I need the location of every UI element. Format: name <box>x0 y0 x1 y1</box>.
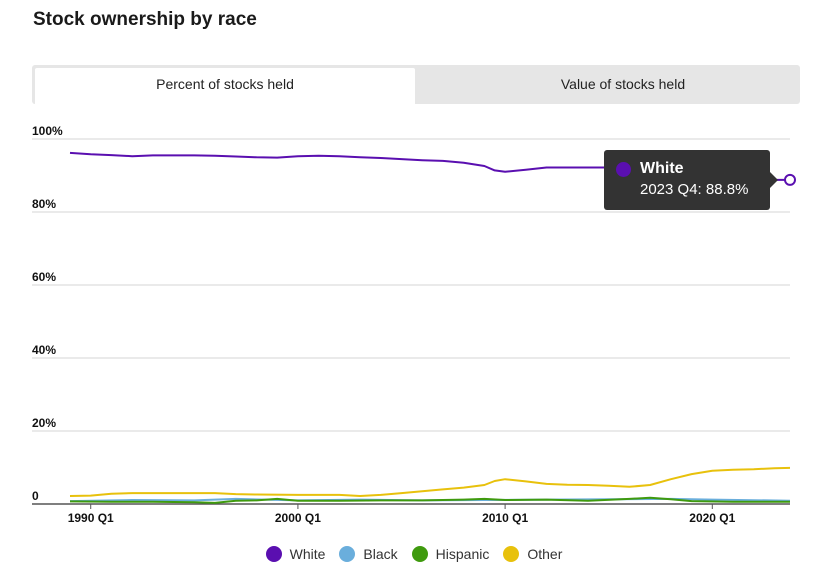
tab-percent-of-stocks-held[interactable]: Percent of stocks held <box>35 68 415 104</box>
y-tick-label-80: 80% <box>32 197 56 211</box>
legend-label-other: Other <box>527 546 563 562</box>
legend-label-white: White <box>289 546 326 562</box>
legend-label-hispanic: Hispanic <box>435 546 490 562</box>
tooltip-series-name: White <box>640 160 684 177</box>
chart-tooltip: White 2023 Q4: 88.8% <box>604 150 778 210</box>
y-tick-label-0: 0 <box>32 489 39 503</box>
tab-value-of-stocks-held[interactable]: Value of stocks held <box>560 76 686 92</box>
x-tick-label-2010: 2010 Q1 <box>482 511 528 525</box>
legend-item-other[interactable]: Other <box>503 546 562 562</box>
x-tick-label-2000: 2000 Q1 <box>275 511 321 525</box>
y-tick-label-100: 100% <box>32 124 63 138</box>
legend-label-black: Black <box>363 546 398 562</box>
chart-title: Stock ownership by race <box>33 9 257 30</box>
x-tick-label-2020: 2020 Q1 <box>689 511 735 525</box>
tooltip-value: 2023 Q4: 88.8% <box>640 181 749 198</box>
y-tick-label-40: 40% <box>32 343 56 357</box>
highlight-point-white <box>784 173 796 186</box>
legend-dot-hispanic <box>411 546 428 562</box>
chart-legend: White Black Hispanic Other <box>0 546 828 562</box>
legend-dot-black <box>339 546 356 562</box>
legend-dot-white <box>265 546 282 562</box>
legend-item-hispanic[interactable]: Hispanic <box>411 546 490 562</box>
legend-item-black[interactable]: Black <box>339 546 398 562</box>
legend-dot-other <box>503 546 520 562</box>
series-line-other <box>69 466 791 497</box>
tooltip-series-dot <box>616 162 631 177</box>
y-tick-label-20: 20% <box>32 416 56 430</box>
series-line-hispanic <box>69 496 790 504</box>
view-tabs: Percent of stocks held Value of stocks h… <box>32 65 800 104</box>
x-tick-label-1990: 1990 Q1 <box>68 511 114 525</box>
y-tick-label-60: 60% <box>32 270 56 284</box>
legend-item-white[interactable]: White <box>265 546 326 562</box>
